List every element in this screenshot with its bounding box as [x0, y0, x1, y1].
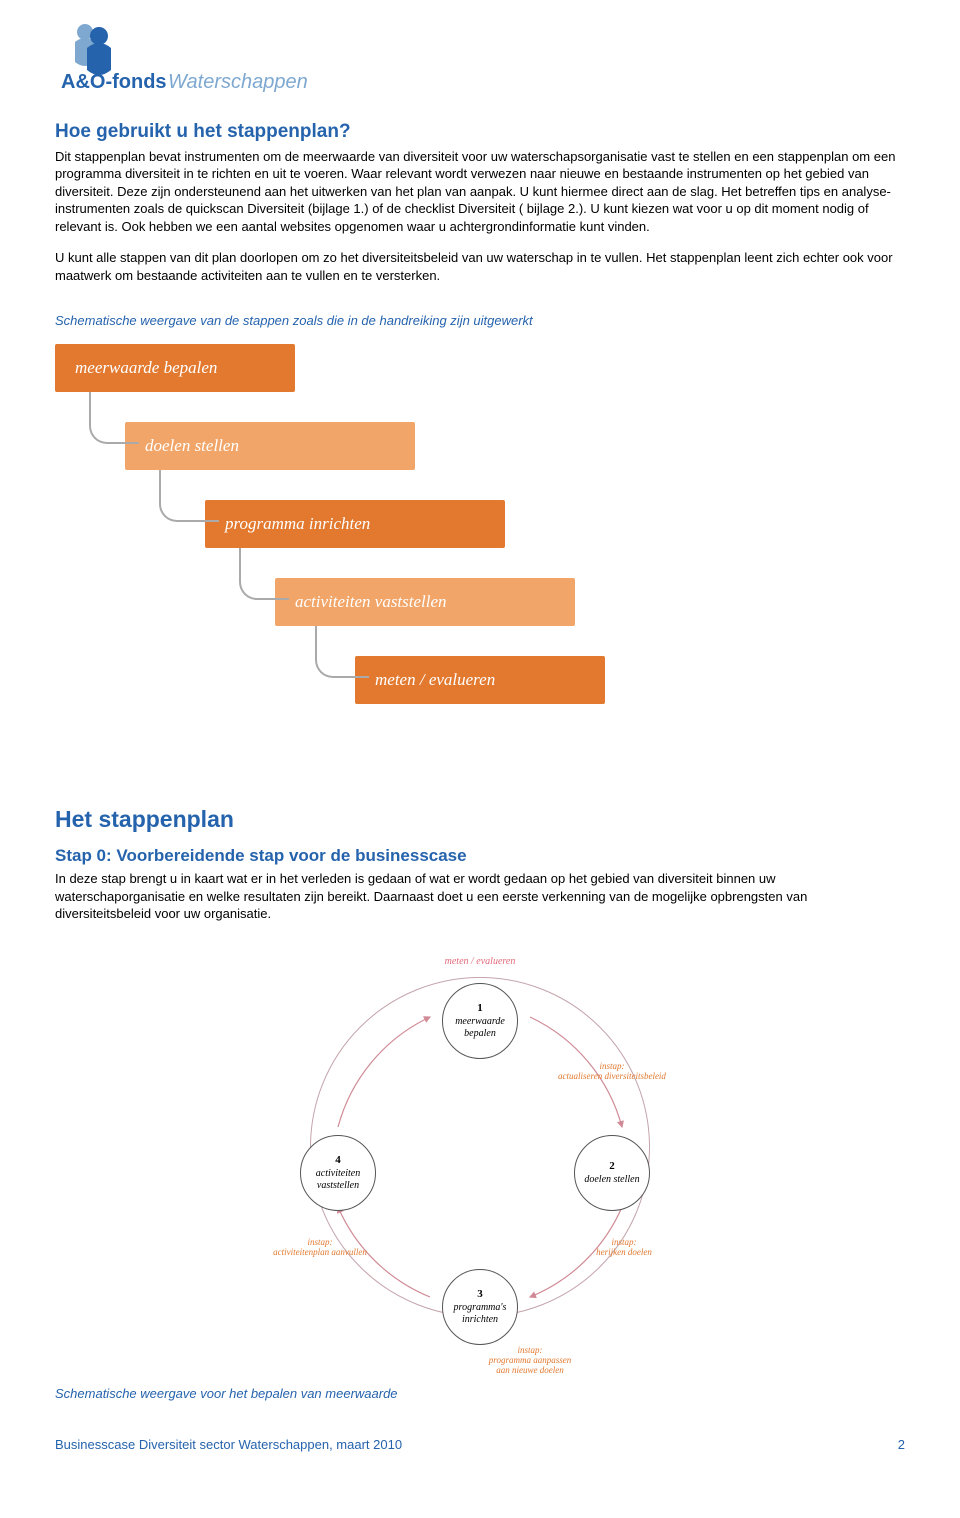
cascade-step-5: meten / evalueren — [355, 656, 605, 704]
circle-node-2: 2doelen stellen — [574, 1135, 650, 1211]
circle-instap-2: instap:herijken doelen — [554, 1237, 694, 1258]
heading-usage: Hoe gebruikt u het stappenplan? — [55, 119, 905, 145]
cascade-connector-2 — [159, 470, 219, 522]
cascade-diagram: meerwaarde bepalen doelen stellen programm… — [55, 344, 905, 734]
caption-circle: Schematische weergave voor het bepalen v… — [55, 1385, 905, 1403]
cascade-step-2: doelen stellen — [125, 422, 415, 470]
logo-brand-light: Waterschappen — [168, 71, 308, 93]
circle-instap-3: instap:programma aanpassenaan nieuwe doe… — [460, 1345, 600, 1376]
circle-node-4: 4activiteiten vaststellen — [300, 1135, 376, 1211]
caption-cascade: Schematische weergave van de stappen zoa… — [55, 312, 905, 330]
step0-body: In deze stap brengt u in kaart wat er in… — [55, 870, 905, 923]
cascade-connector-3 — [239, 548, 289, 600]
cascade-step-4: activiteiten vaststellen — [275, 578, 575, 626]
circle-node-3: 3programma's inrichten — [442, 1269, 518, 1345]
circle-instap-1: instap:actualiseren diversiteitsbeleid — [542, 1061, 682, 1082]
circle-node-1: 1meerwaarde bepalen — [442, 983, 518, 1059]
circle-instap-4: instap:activiteitenplan aanvullen — [250, 1237, 390, 1258]
logo: A&O-fonds Waterschappen — [55, 20, 905, 94]
heading-stappenplan: Het stappenplan — [55, 804, 905, 835]
page-footer: Businesscase Diversiteit sector Watersch… — [55, 1436, 905, 1454]
cascade-connector-1 — [89, 392, 139, 444]
footer-left: Businesscase Diversiteit sector Watersch… — [55, 1436, 402, 1454]
footer-page-number: 2 — [898, 1436, 905, 1454]
para-usage-1: Dit stappenplan bevat instrumenten om de… — [55, 148, 905, 236]
circle-diagram: meten / evalueren 1meerwaarde bepalen2do… — [270, 937, 690, 1357]
people-icon — [75, 24, 111, 75]
cascade-connector-4 — [315, 626, 369, 678]
cascade-step-3: programma inrichten — [205, 500, 505, 548]
para-usage-2: U kunt alle stappen van dit plan doorlop… — [55, 249, 905, 284]
logo-brand-bold: A&O-fonds — [61, 71, 167, 93]
step0-title: Stap 0: Voorbereidende stap voor de busi… — [55, 845, 905, 868]
cascade-step-1: meerwaarde bepalen — [55, 344, 295, 392]
